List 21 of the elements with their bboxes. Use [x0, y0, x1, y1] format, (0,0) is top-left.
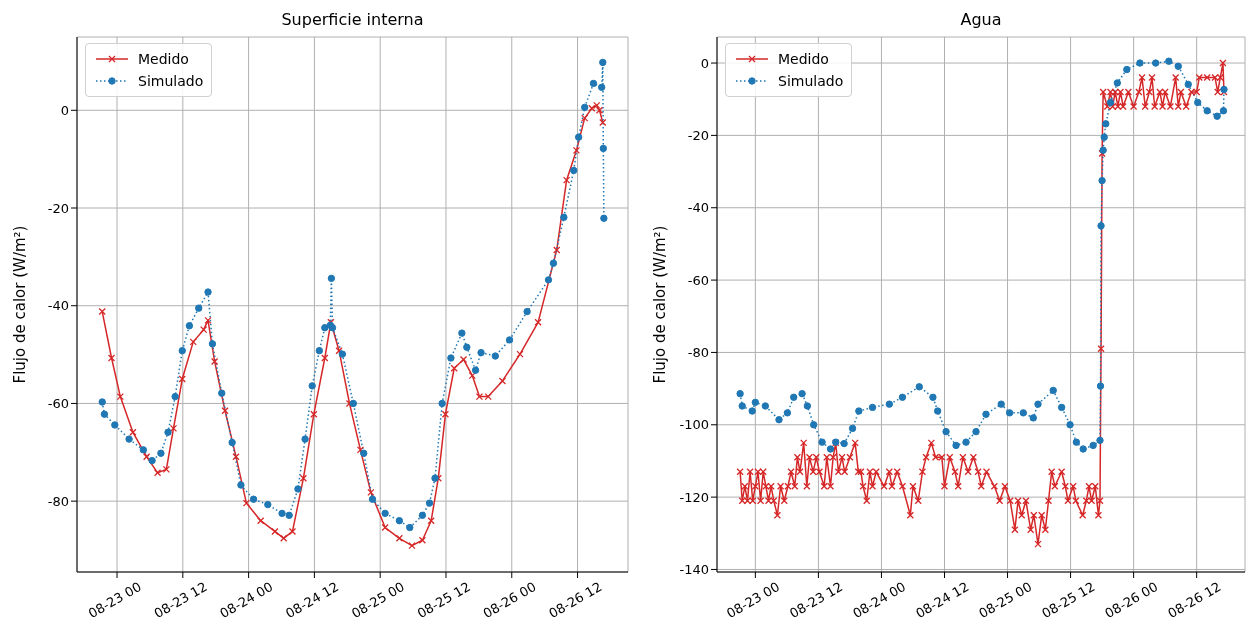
y-tick-label: -60 [687, 272, 709, 288]
y-tick-label: 0 [60, 102, 69, 118]
legend-label: Medido [138, 51, 189, 67]
y-axis-title: Flujo de calor (W/m²) [651, 225, 670, 384]
y-tick-label: -20 [47, 200, 69, 216]
y-tick-label: -20 [687, 128, 709, 144]
y-tick-label: -140 [679, 562, 709, 578]
y-tick-label: -40 [47, 298, 69, 314]
y-tick-label: -60 [47, 396, 69, 412]
chart-title: Agua [959, 10, 1003, 29]
y-tick-label: -80 [47, 493, 69, 509]
y-tick-label: -100 [679, 417, 709, 433]
legend-label: Simulado [778, 73, 844, 89]
y-tick-label: -120 [679, 489, 709, 505]
chart-title: Superficie interna [280, 10, 425, 29]
legend-label: Medido [778, 51, 829, 67]
y-axis-title: Flujo de calor (W/m²) [11, 225, 30, 384]
legend-label: Simulado [138, 73, 204, 89]
y-tick-label: -80 [687, 345, 709, 361]
y-tick-label: 0 [700, 55, 709, 71]
y-tick-label: -40 [687, 200, 709, 216]
